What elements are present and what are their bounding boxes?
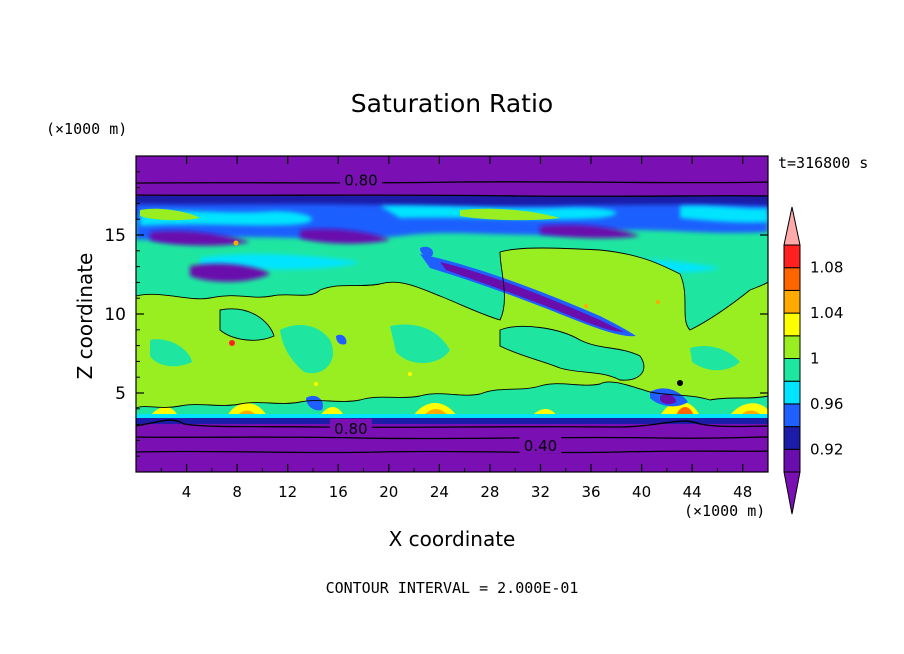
colorbar-segment — [783, 358, 801, 382]
x-tick-label: 16 — [329, 483, 348, 501]
x-axis-ticks: 4 8 12 16 20 24 28 32 36 40 44 48 — [160, 156, 752, 501]
contour-label-bg — [329, 418, 372, 436]
contour-lines — [136, 181, 768, 454]
plot-area: 0.80 0.80 0.40 — [136, 156, 768, 472]
x-tick-label: 24 — [430, 483, 449, 501]
x-tick-label: 40 — [632, 483, 651, 501]
upper-cyan-streaks — [140, 205, 768, 273]
contour-labels: 0.80 0.80 0.40 — [329, 170, 562, 455]
diagonal-dry-core — [440, 262, 624, 332]
contour-label-bg — [519, 436, 562, 454]
upper-dry-layer — [136, 156, 768, 196]
colorbar-tick-label: 1.04 — [810, 304, 843, 322]
colorbar-tick-label: 0.96 — [810, 395, 843, 413]
y-unit-label: (×1000 m) — [46, 120, 127, 138]
colorbar-segment — [783, 312, 801, 337]
y-axis-ticks: 5 10 15 — [104, 171, 768, 457]
contour-label: 0.40 — [524, 437, 557, 455]
x-tick-label: 36 — [581, 483, 600, 501]
colorbar-tick-label: 1 — [810, 350, 820, 368]
x-tick-label: 12 — [278, 483, 297, 501]
contour-label: 0.80 — [334, 420, 367, 438]
colorbar: 0.92 0.96 1 1.04 1.08 — [783, 206, 843, 515]
upper-yellowgreen-streak — [140, 208, 560, 221]
y-axis-label: Z coordinate — [73, 253, 97, 380]
x-unit-label: (×1000 m) — [684, 502, 765, 520]
time-label: t=316800 s — [778, 154, 868, 172]
colorbar-segment — [783, 244, 801, 269]
upper-purple-patches — [140, 224, 640, 314]
x-tick-label: 20 — [379, 483, 398, 501]
colorbar-tick-label: 0.92 — [810, 440, 843, 458]
contour-label-bg — [339, 170, 382, 188]
chart-title: Saturation Ratio — [351, 89, 553, 118]
x-tick-label: 44 — [683, 483, 702, 501]
x-tick-label: 32 — [531, 483, 550, 501]
colorbar-segment — [783, 267, 801, 291]
x-axis-label: X coordinate — [389, 527, 516, 551]
x-tick-label: 4 — [182, 483, 192, 501]
colorbar-segment — [783, 403, 801, 428]
colorbar-segment — [783, 380, 801, 405]
x-tick-label: 48 — [733, 483, 752, 501]
dry-spots — [306, 246, 688, 411]
y-tick-label: 10 — [104, 305, 126, 325]
y-tick-label: 5 — [115, 384, 126, 404]
mid-green-gaps — [150, 308, 740, 381]
colorbar-tick-label: 1.08 — [810, 259, 843, 277]
colorbar-segment — [783, 426, 801, 450]
colorbar-under-arrow — [783, 471, 801, 515]
colorbar-segment — [783, 289, 801, 314]
contour-interval-note: CONTOUR INTERVAL = 2.000E-01 — [326, 579, 579, 597]
lower-dry-layer — [136, 424, 768, 472]
y-tick-label: 15 — [104, 226, 126, 246]
x-tick-label: 28 — [480, 483, 499, 501]
contour-label: 0.80 — [344, 172, 377, 190]
x-tick-label: 8 — [232, 483, 242, 501]
colorbar-segment — [783, 448, 801, 473]
colorbar-over-arrow — [783, 206, 801, 246]
colorbar-segment — [783, 335, 801, 359]
